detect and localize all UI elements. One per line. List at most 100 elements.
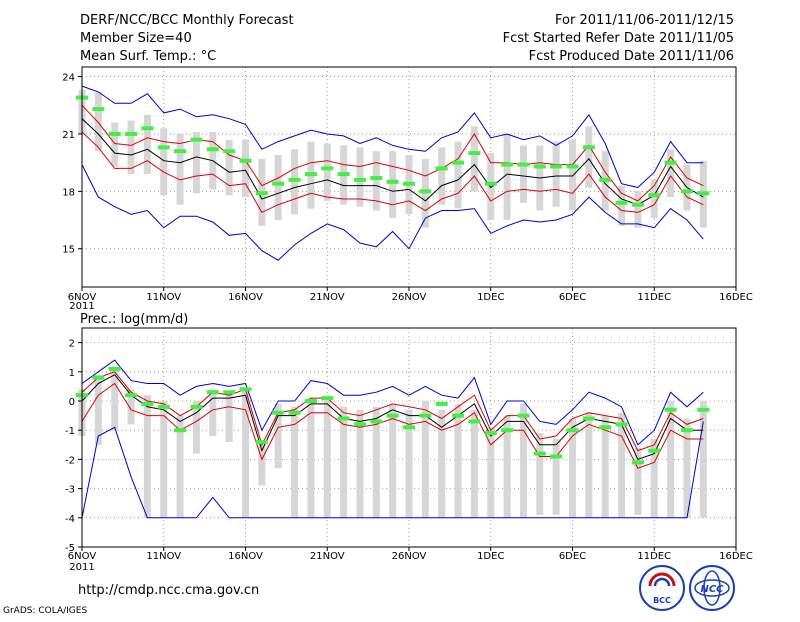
chart-title: DERF/NCC/BCC Monthly Forecast — [80, 13, 294, 28]
temp-ensemble-box — [274, 155, 282, 221]
temp-xtick-label: 11NOV — [146, 292, 181, 303]
prec-median-marker — [403, 425, 415, 430]
prec-median-marker — [468, 419, 481, 424]
temp-xtick-label: 6NOV — [68, 292, 97, 303]
bcc-logo-inner — [653, 577, 671, 587]
prec-ensemble-box — [487, 427, 495, 518]
prec-year-label: 2011 — [69, 562, 94, 573]
bcc-logo: BCC — [639, 565, 685, 611]
temp-median-marker — [517, 162, 530, 167]
prec-median-marker — [697, 407, 710, 412]
bcc-logo-text: BCC — [653, 596, 671, 605]
prec-ensemble-box — [519, 403, 527, 518]
temp-median-marker — [435, 166, 448, 171]
prec-ensemble-box — [160, 401, 168, 518]
prec-ensemble-box — [340, 406, 348, 518]
prec-median-marker — [452, 413, 465, 418]
temp-median-marker — [550, 164, 563, 169]
temp-ensemble-box — [519, 145, 527, 203]
temp-xtick-label: 16DEC — [719, 292, 753, 303]
temp-median-marker — [206, 147, 219, 152]
ncc-logo-text: NCC — [700, 584, 724, 595]
prec-xtick-label: 6DEC — [559, 551, 586, 562]
temp-median-marker — [353, 177, 366, 182]
temp-median-marker — [337, 172, 350, 177]
temp-ensemble-box — [618, 185, 626, 226]
temp-ensemble-box — [650, 179, 658, 219]
temp-ensemble-box — [372, 151, 380, 211]
prec-ensemble-box — [225, 392, 233, 442]
prec-ensemble-box — [323, 398, 331, 518]
temp-ensemble-box — [438, 147, 446, 205]
prec-xtick-label: 11DEC — [637, 551, 671, 562]
prec-ensemble-box — [667, 401, 675, 518]
prec-ytick-label: -1 — [65, 426, 75, 437]
prec-median-marker — [206, 390, 219, 395]
prec-min-line — [81, 421, 704, 519]
prec-median-marker — [304, 399, 317, 403]
ncc-logo-ellipse-v — [703, 570, 721, 606]
prec-median-marker — [353, 422, 366, 427]
prec-median-marker — [190, 404, 203, 409]
temp-median-marker — [174, 149, 187, 154]
prec-ensemble-box — [307, 398, 315, 518]
temp-xtick-label: 26NOV — [392, 292, 427, 303]
prec-ensemble-box — [176, 415, 184, 518]
forecast-period: For 2011/11/06-2011/12/15 — [555, 13, 734, 28]
prec-ensemble-box — [356, 409, 364, 518]
temp-median-marker — [468, 151, 481, 156]
prec-median-marker — [664, 407, 677, 412]
prec-ensemble-box — [209, 389, 217, 437]
prec-ytick-label: -5 — [65, 543, 75, 554]
prec-mean-line — [81, 374, 704, 461]
temp-median-marker — [108, 131, 121, 136]
prec-median-marker — [157, 404, 170, 409]
temp-median-marker — [566, 164, 579, 169]
prec-ensemble-box — [291, 406, 299, 518]
prec-ensemble-box — [569, 418, 576, 518]
temp-xtick-label: 6DEC — [559, 292, 586, 303]
temp-xtick-label: 1DEC — [477, 292, 504, 303]
prec-median-marker — [517, 413, 530, 418]
temp-median-marker — [223, 149, 236, 154]
temp-median-marker — [239, 158, 252, 163]
temp-ensemble-box — [585, 126, 593, 188]
temp-xtick-label: 21NOV — [310, 292, 345, 303]
prec-median-marker — [435, 401, 448, 406]
prec-median-marker — [223, 390, 236, 395]
prec-median-marker — [631, 460, 644, 465]
ncc-logo: NCC — [689, 565, 735, 611]
temp-median-marker — [92, 107, 105, 112]
footer-url[interactable]: http://cmdp.ncc.cma.gov.cn — [78, 583, 259, 598]
prec-median-marker — [386, 413, 399, 418]
prec-median-marker — [337, 416, 350, 421]
temp-ensemble-box — [487, 153, 495, 221]
prec-ytick-label: -3 — [65, 485, 75, 496]
temp-ensemble-box — [356, 147, 364, 207]
temp-median-marker — [615, 200, 628, 205]
prec-ensemble-box — [405, 409, 413, 518]
prec-ensemble-box — [470, 409, 478, 518]
temp-median-marker — [484, 181, 497, 186]
temp-median-marker — [255, 191, 268, 196]
temp-ensemble-box — [127, 120, 135, 175]
temp-median-marker — [419, 189, 432, 194]
temp-ensemble-box — [176, 133, 184, 205]
temp-ensemble-box — [94, 91, 102, 152]
temp-median-marker — [141, 126, 154, 131]
prec-median-marker — [680, 428, 693, 433]
bcc-logo-swirl — [648, 572, 676, 587]
temp-median-marker — [648, 193, 661, 198]
prec-median-marker — [648, 448, 661, 453]
prec-ensemble-box — [94, 374, 102, 445]
prec-median-marker — [288, 410, 301, 415]
temp-mean-line — [81, 118, 704, 206]
prec-ensemble-box — [683, 418, 691, 518]
prec-ensemble-box — [274, 403, 282, 469]
prec-ensemble-box — [389, 403, 397, 518]
temp-median-marker — [403, 181, 415, 186]
prec-xtick-label: 1DEC — [477, 551, 504, 562]
prec-ensemble-box — [111, 368, 119, 431]
temp-median-marker — [321, 166, 334, 171]
refer-date: Fcst Started Refer Date 2011/11/05 — [503, 31, 734, 46]
